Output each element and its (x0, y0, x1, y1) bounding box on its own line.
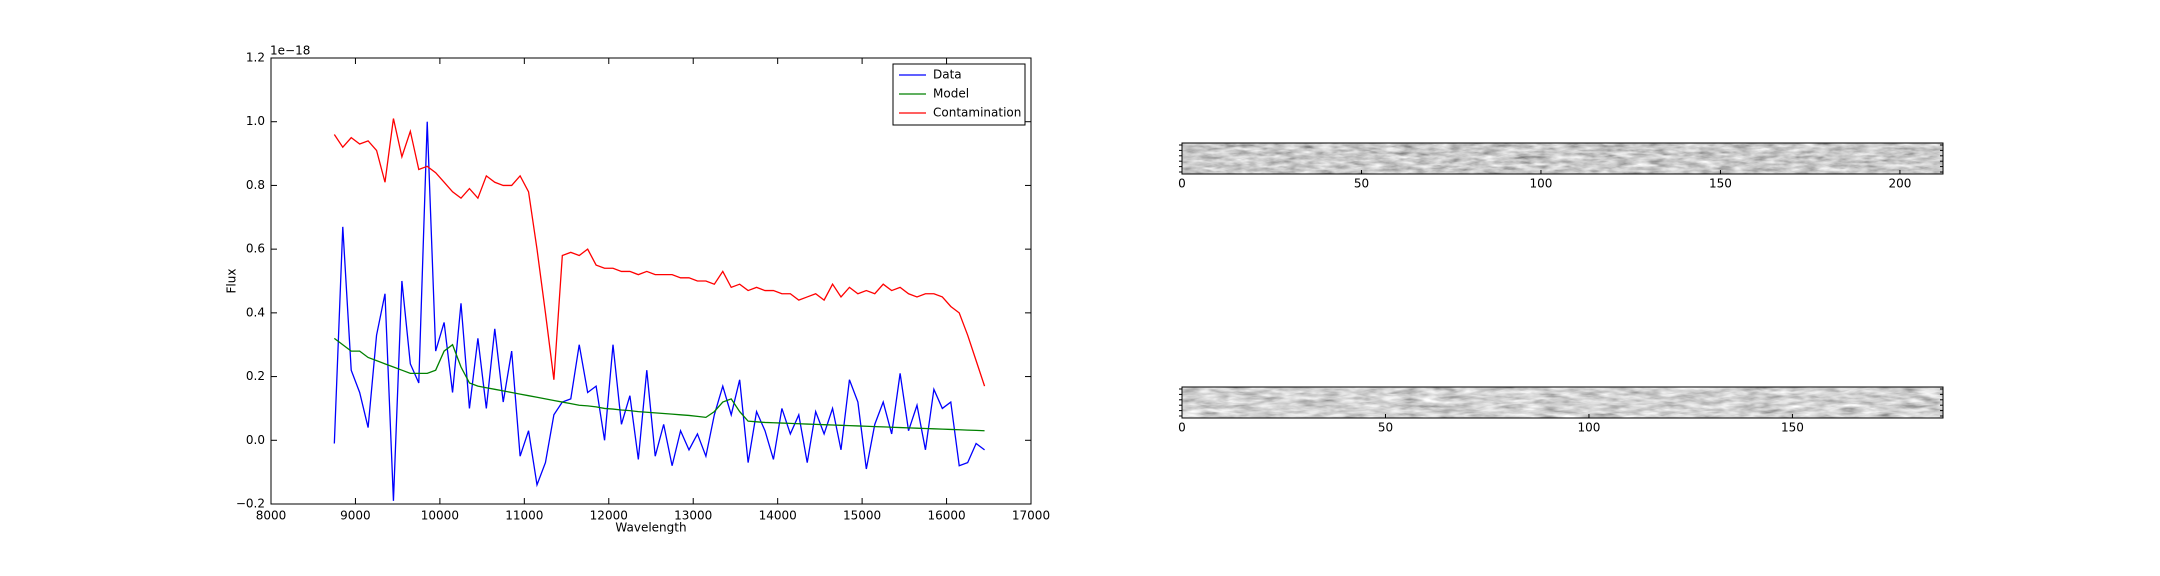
x-tick-label: 50 (1354, 177, 1369, 191)
x-tick-label: 17000 (1012, 509, 1050, 523)
image-frame (1181, 386, 1944, 419)
legend-label: Model (933, 87, 969, 101)
x-tick-label: 50 (1378, 421, 1393, 435)
x-tick-label: 15000 (843, 509, 881, 523)
x-tick-label: 16000 (927, 509, 965, 523)
legend: Data Model Contamination (892, 63, 1026, 126)
data-line (333, 121, 985, 501)
x-tick-label: 9000 (340, 509, 371, 523)
x-tick-label: 11000 (505, 509, 543, 523)
x-tick-label: 10000 (421, 509, 459, 523)
x-tick-label: 150 (1781, 421, 1804, 435)
y-tick-label: 1.2 (246, 51, 265, 65)
x-tick-label: 8000 (256, 509, 287, 523)
offset-text: 1e−18 (270, 44, 310, 58)
y-tick-label: 0.2 (246, 369, 265, 383)
x-tick-label: 100 (1530, 177, 1553, 191)
y-axis-label: Flux (225, 269, 239, 294)
data-line (333, 337, 985, 432)
axes-frame (270, 57, 1032, 505)
image-frame (1181, 142, 1944, 175)
x-tick-label: 100 (1577, 421, 1600, 435)
legend-label: Data (933, 68, 962, 82)
x-tick-label: 150 (1709, 177, 1732, 191)
x-tick-label: 0 (1178, 421, 1186, 435)
x-axis-label: Wavelength (615, 521, 686, 535)
x-tick-label: 12000 (590, 509, 628, 523)
image-strip (1182, 143, 1943, 174)
y-tick-label: −0.2 (236, 497, 265, 511)
y-tick-label: 0.8 (246, 178, 265, 192)
y-tick-label: 0.0 (246, 433, 265, 447)
y-tick-label: 0.6 (246, 242, 265, 256)
x-tick-label: 13000 (674, 509, 712, 523)
legend-label: Contamination (933, 106, 1021, 120)
image-strip (1182, 387, 1943, 418)
x-tick-label: 0 (1178, 177, 1186, 191)
data-line (333, 118, 986, 387)
y-tick-label: 0.4 (246, 305, 265, 319)
y-tick-label: 1.0 (246, 114, 265, 128)
x-tick-label: 200 (1888, 177, 1911, 191)
x-tick-label: 14000 (759, 509, 797, 523)
plot-area (333, 118, 986, 501)
